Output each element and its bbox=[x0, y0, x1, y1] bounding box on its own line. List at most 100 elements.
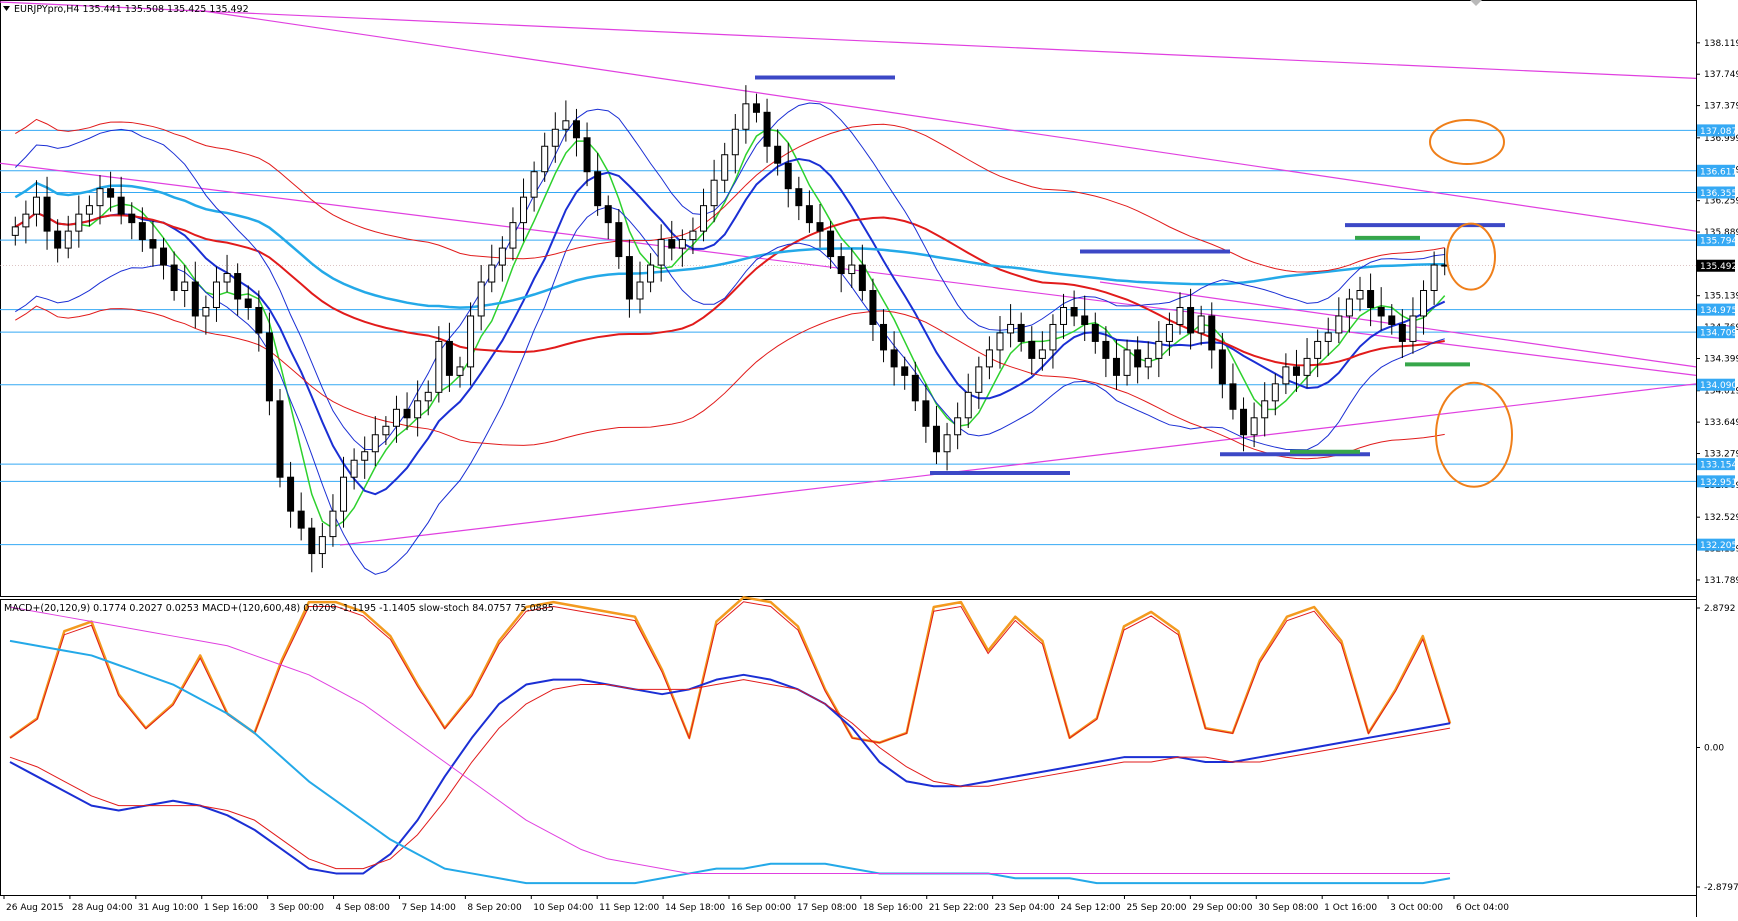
candle[interactable] bbox=[880, 309, 888, 363]
candle[interactable] bbox=[869, 278, 877, 342]
candle[interactable] bbox=[668, 220, 676, 261]
candle[interactable] bbox=[467, 302, 475, 386]
candle[interactable] bbox=[498, 236, 506, 282]
candle[interactable] bbox=[403, 392, 411, 431]
candle[interactable] bbox=[890, 331, 898, 386]
candle[interactable] bbox=[837, 242, 845, 293]
candle[interactable] bbox=[244, 285, 252, 320]
highlight-circle[interactable] bbox=[1435, 381, 1513, 488]
indicator-line-macd_fast[interactable] bbox=[9, 673, 1451, 875]
trendline[interactable] bbox=[339, 383, 1697, 546]
candle[interactable] bbox=[1007, 304, 1015, 348]
candle[interactable] bbox=[901, 356, 909, 390]
candle[interactable] bbox=[1240, 397, 1248, 452]
candle[interactable] bbox=[1165, 312, 1173, 356]
candle[interactable] bbox=[1335, 297, 1343, 344]
candle[interactable] bbox=[1208, 302, 1216, 369]
candle[interactable] bbox=[371, 416, 379, 467]
indicator-line-macd2_signal[interactable] bbox=[9, 606, 1450, 874]
candle[interactable] bbox=[784, 142, 792, 208]
candle[interactable] bbox=[488, 244, 496, 293]
candle[interactable] bbox=[848, 248, 856, 288]
candle[interactable] bbox=[414, 380, 422, 437]
band-upper-line[interactable] bbox=[14, 102, 1445, 450]
candle[interactable] bbox=[1091, 312, 1099, 354]
band-lower-line[interactable] bbox=[15, 206, 1445, 575]
candle[interactable] bbox=[11, 216, 19, 246]
candle[interactable] bbox=[149, 220, 157, 267]
candle[interactable] bbox=[32, 180, 40, 227]
candle[interactable] bbox=[1430, 251, 1438, 305]
candle[interactable] bbox=[1250, 402, 1258, 448]
candle[interactable] bbox=[996, 315, 1004, 369]
candle[interactable] bbox=[636, 261, 644, 314]
candle[interactable] bbox=[1017, 312, 1025, 352]
candle[interactable] bbox=[805, 190, 813, 233]
candle[interactable] bbox=[340, 456, 348, 528]
candle[interactable] bbox=[1420, 280, 1428, 335]
candle[interactable] bbox=[1155, 321, 1163, 378]
candle[interactable] bbox=[943, 422, 951, 471]
candle[interactable] bbox=[1314, 329, 1322, 378]
candle[interactable] bbox=[170, 251, 178, 301]
candle[interactable] bbox=[975, 356, 983, 409]
candle[interactable] bbox=[615, 209, 623, 269]
candle[interactable] bbox=[117, 176, 125, 225]
trendline[interactable] bbox=[0, 1, 1697, 79]
candle[interactable] bbox=[530, 161, 538, 212]
candle[interactable] bbox=[350, 448, 358, 490]
candle[interactable] bbox=[985, 336, 993, 380]
candle[interactable] bbox=[520, 178, 528, 242]
candle[interactable] bbox=[816, 203, 824, 248]
candle[interactable] bbox=[1187, 288, 1195, 350]
candle[interactable] bbox=[435, 326, 443, 403]
candle[interactable] bbox=[1271, 373, 1279, 416]
candle[interactable] bbox=[922, 383, 930, 443]
candle[interactable] bbox=[1049, 314, 1057, 369]
candle[interactable] bbox=[1123, 339, 1131, 386]
candle[interactable] bbox=[181, 265, 189, 308]
candle[interactable] bbox=[64, 215, 72, 259]
candle[interactable] bbox=[911, 361, 919, 412]
candle[interactable] bbox=[954, 402, 962, 450]
candle[interactable] bbox=[318, 523, 326, 568]
candle[interactable] bbox=[964, 373, 972, 428]
candle[interactable] bbox=[477, 265, 485, 331]
candle[interactable] bbox=[1081, 295, 1089, 342]
candle[interactable] bbox=[509, 207, 517, 261]
candle[interactable] bbox=[657, 224, 665, 282]
candle[interactable] bbox=[1197, 305, 1205, 346]
env-lower-line[interactable] bbox=[15, 305, 1445, 460]
candle[interactable] bbox=[1292, 349, 1300, 392]
candle[interactable] bbox=[1261, 382, 1269, 437]
candle[interactable] bbox=[424, 380, 432, 416]
candle[interactable] bbox=[1134, 336, 1142, 384]
candle[interactable] bbox=[1324, 317, 1332, 356]
candle[interactable] bbox=[445, 322, 453, 392]
trendline[interactable] bbox=[199, 9, 1697, 232]
candle[interactable] bbox=[689, 217, 697, 255]
candle[interactable] bbox=[308, 517, 316, 573]
candle[interactable] bbox=[1377, 287, 1385, 331]
candle[interactable] bbox=[1303, 338, 1311, 388]
candle[interactable] bbox=[75, 195, 83, 248]
candle[interactable] bbox=[191, 261, 199, 329]
candle[interactable] bbox=[625, 239, 633, 318]
candle[interactable] bbox=[858, 244, 866, 301]
candle[interactable] bbox=[583, 122, 591, 187]
candle[interactable] bbox=[774, 129, 782, 176]
candle[interactable] bbox=[1282, 353, 1290, 395]
candle[interactable] bbox=[1398, 309, 1406, 358]
candle[interactable] bbox=[1144, 341, 1152, 380]
candle[interactable] bbox=[1176, 292, 1184, 335]
candle[interactable] bbox=[107, 171, 115, 212]
candle[interactable] bbox=[1028, 326, 1036, 375]
candle[interactable] bbox=[700, 188, 708, 242]
candle[interactable] bbox=[752, 93, 760, 123]
candle[interactable] bbox=[1060, 293, 1068, 339]
candle[interactable] bbox=[234, 263, 242, 316]
candle[interactable] bbox=[1388, 304, 1396, 335]
candle[interactable] bbox=[1229, 363, 1237, 420]
candle[interactable] bbox=[763, 98, 771, 163]
